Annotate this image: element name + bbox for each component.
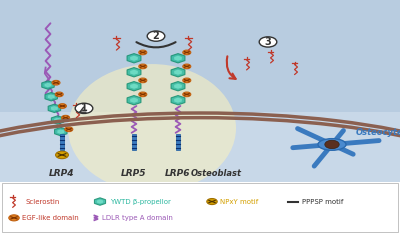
Circle shape: [56, 151, 68, 159]
Circle shape: [183, 78, 191, 83]
Circle shape: [65, 127, 73, 132]
Text: EGF-like domain: EGF-like domain: [22, 215, 79, 221]
FancyBboxPatch shape: [60, 134, 64, 150]
Circle shape: [183, 64, 191, 69]
Circle shape: [183, 92, 191, 97]
Circle shape: [139, 92, 147, 97]
Ellipse shape: [318, 139, 346, 150]
Text: Osteocyte: Osteocyte: [356, 128, 400, 137]
Text: Sclerostin: Sclerostin: [26, 199, 60, 205]
Circle shape: [207, 199, 217, 205]
Circle shape: [139, 64, 147, 69]
Circle shape: [9, 215, 19, 221]
FancyBboxPatch shape: [132, 134, 136, 150]
FancyBboxPatch shape: [0, 182, 400, 233]
Text: NPxY motif: NPxY motif: [220, 199, 258, 205]
Text: 2: 2: [153, 31, 159, 41]
Text: LDLR type A domain: LDLR type A domain: [102, 215, 173, 221]
Circle shape: [139, 78, 147, 83]
Ellipse shape: [68, 64, 236, 192]
Text: YWTD β-propellor: YWTD β-propellor: [110, 199, 171, 205]
Text: 1: 1: [81, 103, 87, 113]
Circle shape: [139, 50, 147, 55]
Circle shape: [55, 92, 63, 97]
Circle shape: [62, 115, 70, 120]
Text: PPPSP motif: PPPSP motif: [302, 199, 343, 205]
Circle shape: [52, 80, 60, 85]
Circle shape: [58, 104, 66, 108]
Text: LRP6: LRP6: [165, 169, 191, 178]
Text: Osteoblast: Osteoblast: [190, 169, 242, 178]
Polygon shape: [0, 112, 400, 233]
Text: LRP5: LRP5: [121, 169, 147, 178]
Text: 3: 3: [265, 37, 271, 47]
Circle shape: [75, 103, 93, 113]
FancyBboxPatch shape: [176, 134, 180, 150]
Circle shape: [259, 37, 277, 47]
Circle shape: [183, 50, 191, 55]
Text: LRP4: LRP4: [49, 169, 75, 178]
Circle shape: [147, 31, 165, 41]
Circle shape: [325, 140, 339, 149]
